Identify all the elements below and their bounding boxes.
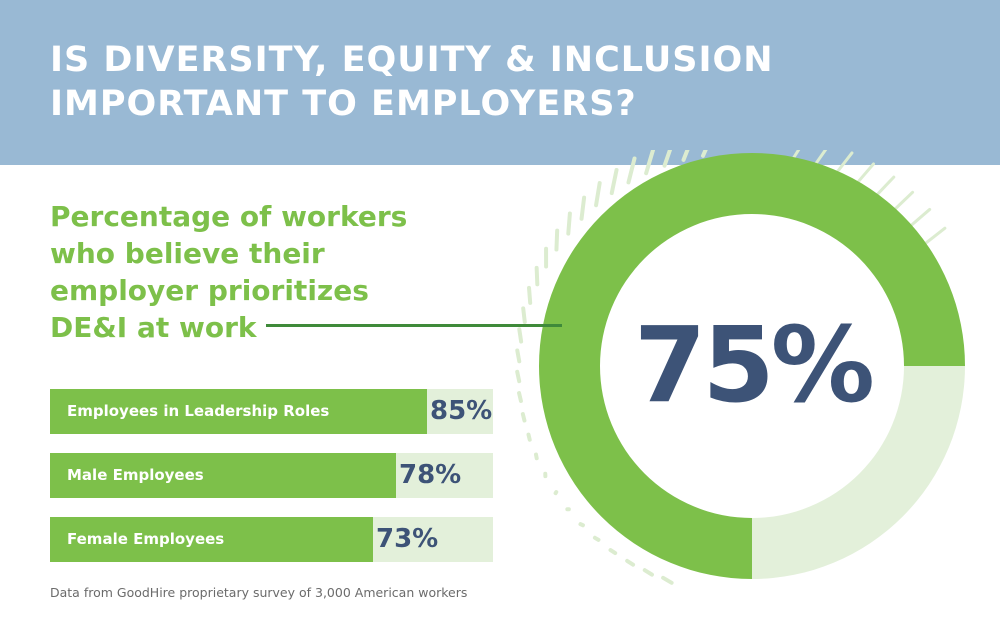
hatch-stroke xyxy=(608,548,618,556)
hatch-stroke xyxy=(554,228,560,252)
donut-slices xyxy=(539,153,965,579)
chart-subtitle: Percentage of workers who believe their … xyxy=(50,198,470,346)
hatch-stroke xyxy=(579,195,587,221)
hatch-stroke xyxy=(534,452,539,461)
connector-line xyxy=(266,324,562,327)
hatch-stroke xyxy=(661,575,674,585)
bar-fill xyxy=(50,389,427,434)
hatch-stroke xyxy=(642,568,654,577)
donut-slice xyxy=(752,366,965,579)
bar-label: Female Employees xyxy=(67,530,225,548)
bar-row: Employees in Leadership Roles 85% xyxy=(50,389,493,434)
hatch-stroke xyxy=(609,167,619,196)
hatch-stroke xyxy=(515,348,522,364)
hatch-stroke xyxy=(517,327,524,344)
hatch-stroke xyxy=(517,391,523,403)
header-band: IS DIVERSITY, EQUITY & INCLUSION IMPORTA… xyxy=(0,0,1000,165)
hatch-stroke xyxy=(644,150,656,176)
source-footnote: Data from GoodHire proprietary survey of… xyxy=(50,585,468,600)
subtitle-line: DE&I at work xyxy=(50,311,257,344)
bar-fill xyxy=(50,517,373,562)
hatch-stroke xyxy=(662,150,673,168)
subtitle-line: employer prioritizes xyxy=(50,274,369,307)
page-title-line: IS DIVERSITY, EQUITY & INCLUSION xyxy=(50,40,774,80)
hatch-stroke xyxy=(592,535,601,542)
hatch-stroke xyxy=(626,156,637,185)
bar-value-label: 73% xyxy=(376,524,439,554)
hatch-stroke xyxy=(625,558,636,567)
subtitle-line: who believe their xyxy=(50,237,325,270)
hatch-stroke xyxy=(578,522,585,528)
subtitle-line: Percentage of workers xyxy=(50,200,408,233)
bar-value-label: 78% xyxy=(399,460,462,490)
bar-value-label: 85% xyxy=(430,396,493,426)
hatch-stroke xyxy=(520,412,527,423)
bar-fill xyxy=(50,453,396,498)
hatch-stroke xyxy=(515,369,522,384)
bar-label: Employees in Leadership Roles xyxy=(67,402,330,420)
hatch-stroke xyxy=(526,432,532,442)
bar-label: Male Employees xyxy=(67,466,204,484)
hatch-stroke xyxy=(681,150,690,162)
hatch-stroke xyxy=(521,306,527,324)
hatch-stroke xyxy=(594,181,602,208)
bar-row: Male Employees 78% xyxy=(50,453,493,498)
bar-row: Female Employees 73% xyxy=(50,517,493,562)
hatch-stroke xyxy=(700,150,708,158)
hatch-stroke xyxy=(566,211,572,236)
hatch-stroke xyxy=(527,285,533,305)
donut-chart xyxy=(515,150,965,585)
page-title-line: IMPORTANT TO EMPLOYERS? xyxy=(50,84,637,124)
donut-center-value: 75% xyxy=(634,304,875,426)
page-title: IS DIVERSITY, EQUITY & INCLUSION IMPORTA… xyxy=(50,38,810,126)
hatch-stroke xyxy=(534,265,540,287)
hatch-stroke xyxy=(553,490,559,496)
